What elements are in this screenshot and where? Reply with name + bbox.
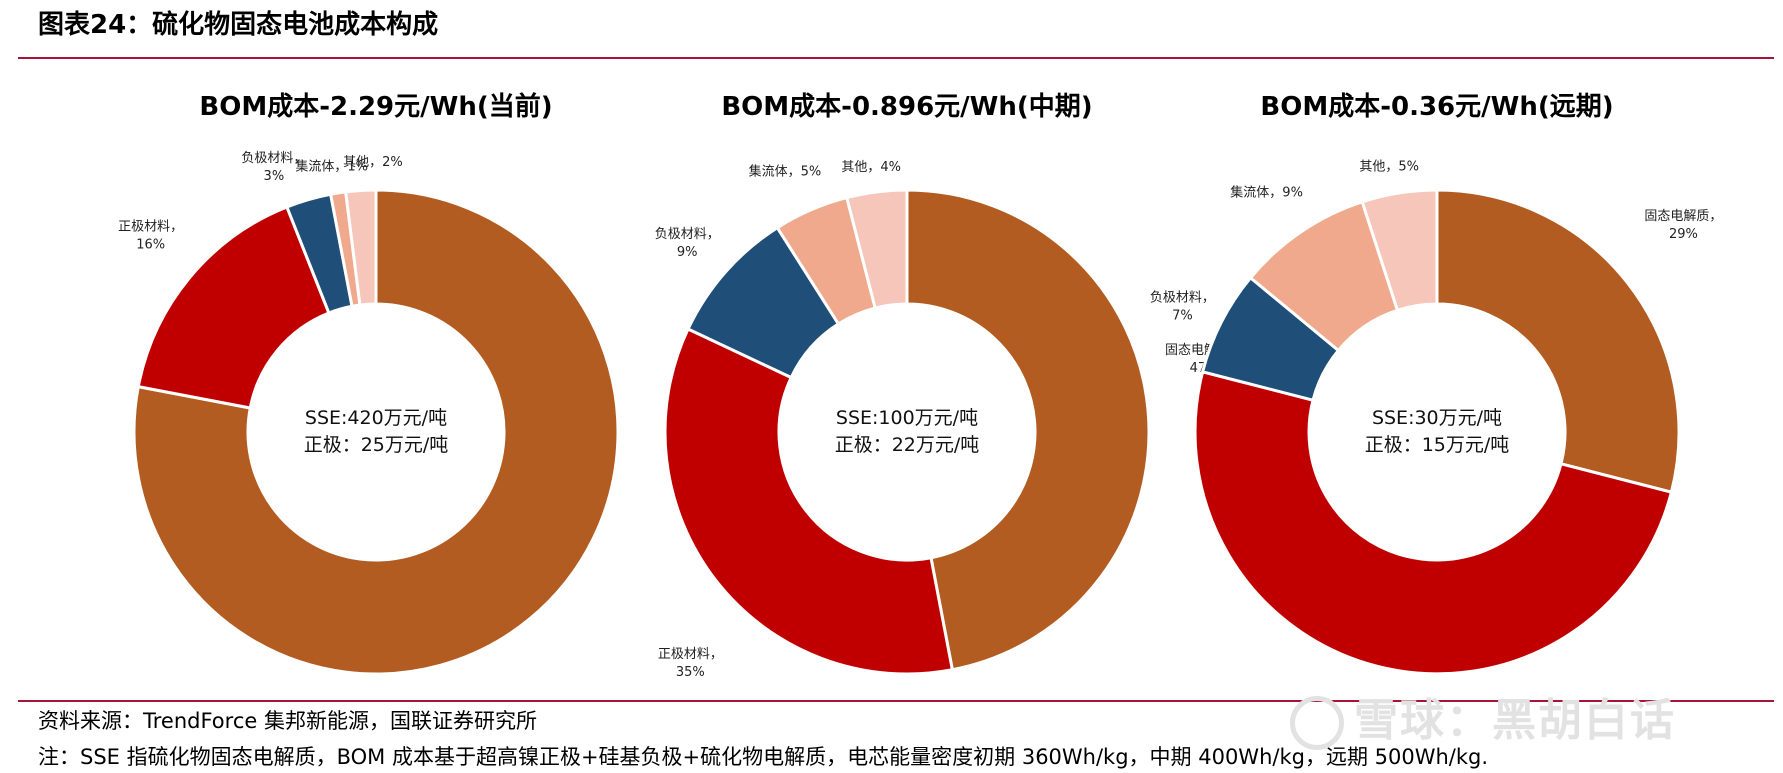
slice-value-label: 9% [677, 245, 698, 260]
chart-title: BOM成本-0.36元/Wh(远期) [1260, 92, 1613, 122]
center-text: SSE:420万元/吨 [305, 407, 447, 429]
source-text: 资料来源：TrendForce 集邦新能源，国联证券研究所 [38, 709, 537, 733]
slice-label: 集流体，9% [1230, 185, 1303, 201]
donut-chart-3: BOM成本-0.36元/Wh(远期)固态电解质，29%正极材料，50%负极材料，… [1150, 92, 1722, 676]
slice-label: 其他，5% [1359, 159, 1419, 174]
top-divider [18, 57, 1774, 59]
center-text: 正极：22万元/吨 [835, 434, 980, 456]
xueqiu-logo-icon [1290, 696, 1344, 750]
donut-chart-1: BOM成本-2.29元/Wh(当前)固态电解质，78%正极材料，16%负极材料，… [118, 91, 620, 676]
donut-slice [132, 188, 620, 676]
center-text: SSE:30万元/吨 [1372, 407, 1502, 429]
watermark-text: 雪球：黑胡白话 [1354, 695, 1676, 746]
donut-slice [1193, 369, 1674, 676]
center-text: 正极：15万元/吨 [1365, 434, 1510, 456]
donut-slice [343, 188, 378, 307]
note-text: 注：SSE 指硫化物固态电解质，BOM 成本基于超高镍正极+硅基负极+硫化物电解… [38, 745, 1489, 769]
donut-slice [1360, 188, 1439, 313]
slice-label: 负极材料， [241, 151, 306, 166]
center-text: 正极：25万元/吨 [304, 434, 449, 456]
slice-label: 负极材料， [1150, 291, 1215, 306]
figure-title: 图表24：硫化物固态电池成本构成 [38, 10, 439, 40]
slice-label: 集流体，1% [295, 158, 368, 174]
donut-slice [844, 188, 909, 310]
slice-label: 其他，4% [841, 160, 901, 175]
slice-value-label: 29% [1669, 227, 1698, 242]
watermark: 雪球：黑胡白话 [1290, 684, 1676, 750]
slice-label: 正极材料， [658, 647, 723, 662]
slice-label: 正极材料， [118, 220, 183, 235]
donut-slice [905, 188, 1151, 672]
slice-value-label: 16% [136, 238, 165, 253]
slice-value-label: 35% [676, 665, 705, 680]
donut-chart-2: BOM成本-0.896元/Wh(中期)固态电解质，47%正极材料，35%负极材料… [655, 92, 1243, 680]
donut-slice [663, 326, 955, 676]
chart-title: BOM成本-2.29元/Wh(当前) [199, 91, 552, 122]
slice-label: 集流体，5% [749, 163, 822, 179]
slice-value-label: 3% [264, 169, 285, 184]
donut-slice [1435, 188, 1681, 495]
bottom-divider [18, 700, 1774, 702]
slice-label: 负极材料， [655, 227, 720, 242]
donut-slice [136, 205, 331, 410]
slice-value-label: 7% [1172, 309, 1193, 324]
slice-label: 其他，2% [343, 155, 403, 170]
slice-label: 固态电解质， [1644, 209, 1722, 224]
center-text: SSE:100万元/吨 [836, 407, 978, 429]
donut-charts: BOM成本-2.29元/Wh(当前)固态电解质，78%正极材料，16%负极材料，… [118, 91, 1722, 680]
chart-title: BOM成本-0.896元/Wh(中期) [721, 92, 1092, 122]
